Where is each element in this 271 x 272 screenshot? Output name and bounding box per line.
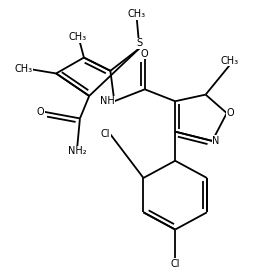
Text: NH₂: NH₂ [68, 146, 87, 156]
Text: O: O [37, 107, 44, 117]
Text: O: O [141, 49, 149, 59]
Text: CH₃: CH₃ [68, 32, 86, 42]
Text: S: S [136, 38, 143, 48]
Text: NH: NH [99, 96, 114, 106]
Text: CH₃: CH₃ [14, 64, 32, 75]
Text: CH₃: CH₃ [220, 55, 238, 66]
Text: CH₃: CH₃ [128, 9, 146, 19]
Text: N: N [212, 136, 220, 146]
Text: O: O [227, 108, 234, 118]
Text: Cl: Cl [170, 259, 180, 269]
Text: Cl: Cl [101, 129, 110, 139]
